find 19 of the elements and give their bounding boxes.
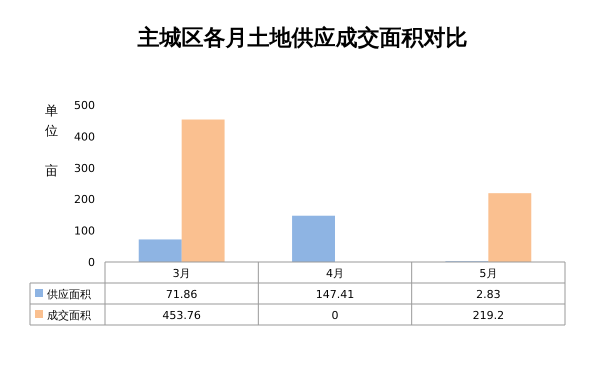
y-tick-label: 0 <box>88 256 95 269</box>
y-tick-label: 300 <box>74 162 95 175</box>
data-label: 147.41 <box>316 288 354 301</box>
data-label: 71.86 <box>166 288 198 301</box>
legend-label: 成交面积 <box>47 309 91 322</box>
x-tick-label: 4月 <box>326 267 344 280</box>
y-tick-label: 200 <box>74 193 95 206</box>
data-label: 219.2 <box>472 309 504 322</box>
legend-label: 供应面积 <box>47 288 91 301</box>
y-tick-label: 100 <box>74 224 95 238</box>
data-label: 2.83 <box>476 288 501 301</box>
x-tick-label: 5月 <box>479 267 498 280</box>
y-tick-label: 500 <box>74 99 95 112</box>
text: 单位亩 <box>45 104 58 179</box>
chart-title: 主城区各月土地供应成交面积对比 <box>136 25 468 51</box>
x-tick-label: 3月 <box>172 267 191 280</box>
data-label: 453.76 <box>162 309 201 322</box>
data-label: 0 <box>332 309 338 322</box>
y-tick-label: 400 <box>74 130 95 144</box>
